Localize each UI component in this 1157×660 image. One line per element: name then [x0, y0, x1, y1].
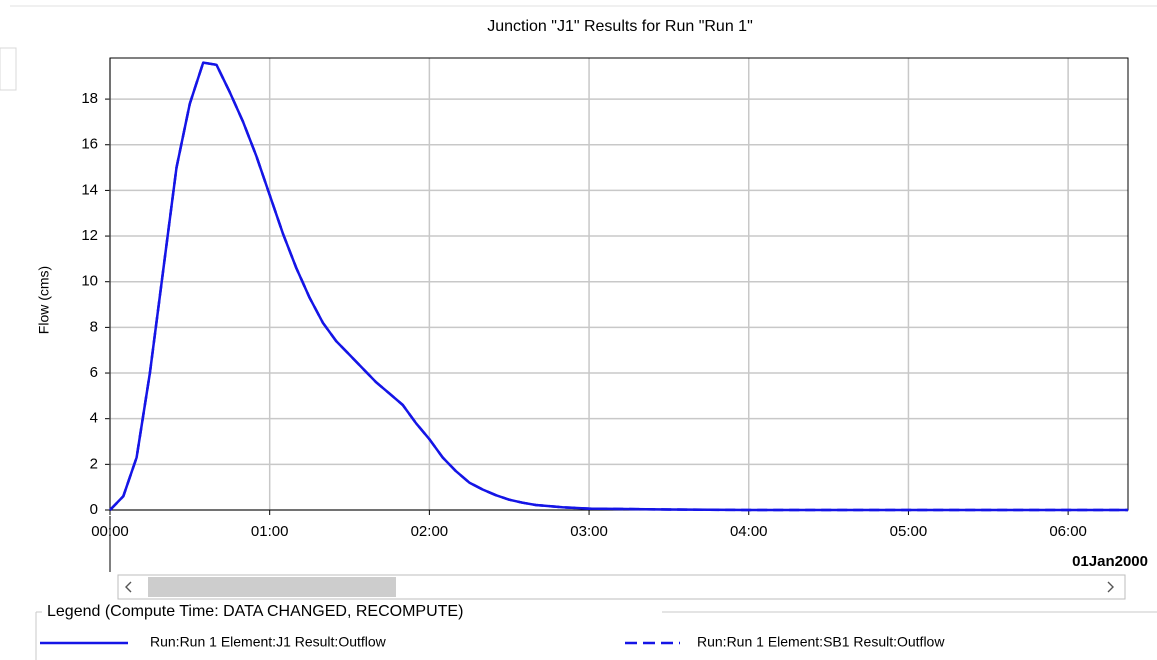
legend: Run:Run 1 Element:J1 Result:Outflow Run:R…: [40, 634, 945, 650]
y-tick-label: 0: [90, 501, 98, 518]
legend-label: Run:Run 1 Element:J1 Result:Outflow: [150, 634, 387, 650]
x-tick-label: 06:00: [1049, 523, 1087, 540]
series-line: [109, 61, 1128, 512]
y-tick-label: 6: [90, 364, 98, 381]
legend-label: Run:Run 1 Element:SB1 Result:Outflow: [697, 634, 945, 650]
date-label: 01Jan2000: [1072, 553, 1148, 570]
y-tick-label: 8: [90, 318, 98, 335]
plot-frame: [109, 57, 1129, 511]
y-tick-label: 4: [90, 410, 98, 427]
x-tick-label: 04:00: [730, 523, 768, 540]
x-tick-label: 02:00: [411, 523, 449, 540]
scroll-left[interactable]: [125, 581, 132, 593]
legend-title: Legend (Compute Time: DATA CHANGED, RECO…: [47, 603, 463, 620]
y-tick-label: 18: [81, 90, 98, 107]
plot-area: 0 2 4 6 8 10 12 14 16 18 00:00 01:00 02:00 03:00 04:00…: [81, 57, 1129, 540]
y-tick-label: 2: [90, 455, 98, 472]
y-axis-label: Flow (cms): [36, 266, 52, 334]
series-line: [109, 61, 1128, 512]
scroll-thumb[interactable]: [148, 577, 396, 597]
y-tick-label: 16: [81, 136, 98, 153]
scrollbar[interactable]: [117, 574, 1126, 600]
x-tick-label: 00:00: [91, 523, 129, 540]
scroll-right[interactable]: [1107, 581, 1114, 593]
x-tick-label: 03:00: [570, 523, 608, 540]
chart-title: Junction "J1" Results for Run "Run 1": [487, 18, 753, 35]
y-tick-label: 10: [81, 273, 98, 290]
y-tick-label: 14: [81, 181, 98, 198]
y-tick-label: 12: [81, 227, 98, 244]
side-panel: [0, 47, 17, 91]
x-tick-label: 05:00: [890, 523, 928, 540]
x-tick-label: 01:00: [251, 523, 289, 540]
